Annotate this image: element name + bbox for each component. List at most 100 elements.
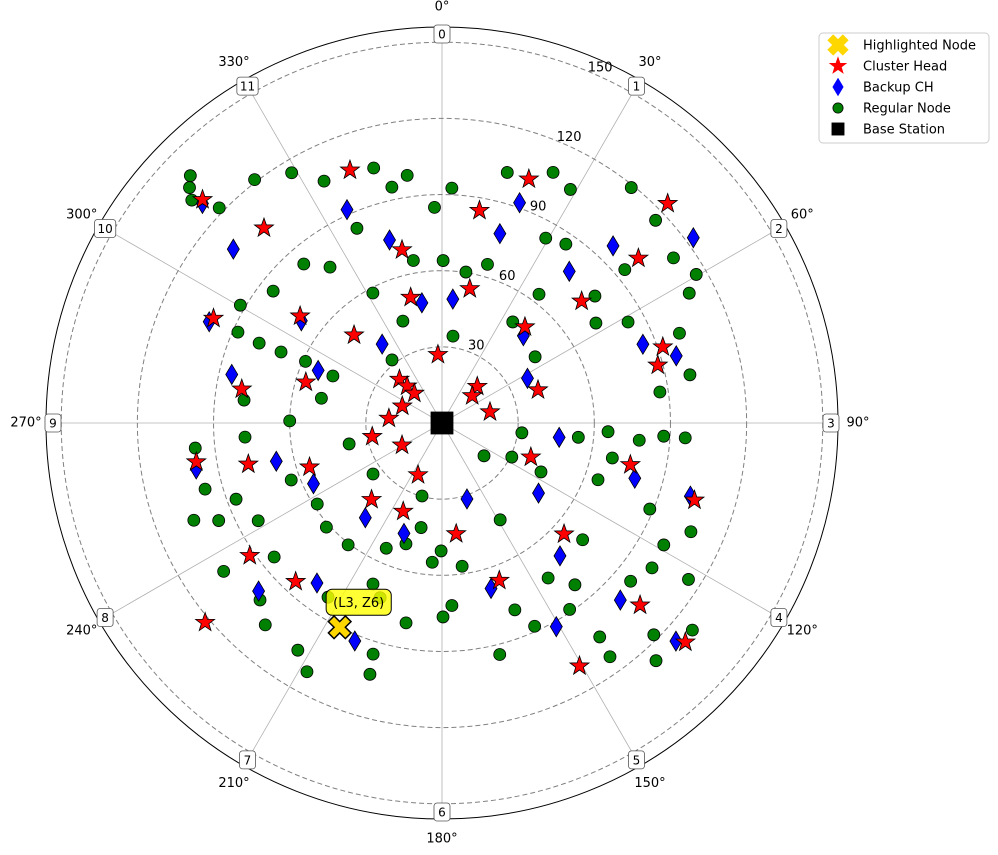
regular-node [515,426,529,440]
legend-marker [831,122,845,136]
regular-node [589,316,603,330]
regular-node [477,449,491,463]
regular-node [415,489,429,503]
regular-node [546,165,560,179]
backup-ch [460,488,474,510]
sector-label: 2 [775,222,783,236]
cluster-head [553,522,575,544]
cluster-head [468,199,491,220]
legend-label: Regular Node [863,102,951,117]
regular-node [534,465,548,479]
backup-ch [669,345,683,367]
cluster-head [527,378,549,400]
regular-node [591,473,605,487]
regular-node [539,231,553,245]
marks [183,158,706,681]
regular-node [459,265,473,279]
sector-label: 6 [438,806,446,820]
regular-node [632,433,646,447]
regular-node [237,393,251,407]
sector-label-box [628,750,645,770]
regular-node [678,431,692,445]
regular-node [593,630,607,644]
regular-node [314,391,328,405]
sector-label: 1 [633,80,641,94]
regular-node [588,289,602,303]
regular-node [248,173,261,187]
theta-tick-label: 180° [426,832,457,847]
regular-node [188,441,202,455]
regular-node [682,573,695,586]
r-tick-label: 90 [530,199,547,214]
spoke [441,422,786,622]
cluster-head [298,455,321,477]
cluster-head [647,353,669,375]
regular-node [571,430,585,444]
theta-tick-label: 120° [787,624,818,639]
sector-label-box [96,608,114,627]
regular-node [366,467,380,481]
cluster-head [445,522,467,543]
regular-node [445,599,459,612]
regular-node [446,329,460,343]
regular-node [621,315,635,329]
cluster-head [656,192,679,213]
backup-ch [613,589,627,611]
legend-marker [827,34,849,56]
r-tick-label: 150 [588,60,613,75]
legend: Highlighted Node Cluster Head Backup CH Reg… [818,32,990,144]
legend-marker [832,102,844,114]
regular-node [434,544,448,558]
regular-node [683,368,697,382]
regular-node [283,414,297,428]
sector-label: 9 [49,417,57,431]
r-tick-label: 120 [557,130,582,145]
regular-node [198,482,212,496]
regular-node [563,603,577,616]
cluster-head [427,343,449,364]
cluster-head [391,238,413,259]
sector-label: 5 [633,753,641,767]
regular-node [505,450,519,464]
backup-ch [636,333,650,356]
cluster-head [391,394,413,416]
regular-node [643,502,657,516]
regular-node [231,325,245,339]
regular-node [436,610,450,624]
regular-node [396,314,410,328]
backup-ch [521,367,534,390]
sector-label: 10 [97,222,112,236]
theta-tick-label: 0° [435,0,450,15]
regular-node [601,425,615,439]
backup-ch [446,288,460,310]
cluster-head [392,500,414,521]
backup-ch [532,482,545,504]
regular-node [342,437,356,451]
backup-ch [686,226,700,249]
theta-tick-label: 300° [66,208,97,223]
regular-node [297,257,311,271]
spoke [98,422,443,622]
theta-tick-label: 270° [10,416,41,431]
spoke [441,224,786,424]
cluster-head [239,544,261,565]
regular-node [212,201,226,215]
regular-node [406,254,420,267]
cluster-head [339,158,361,180]
regular-node [559,237,573,251]
regular-node [541,571,555,585]
regular-node [341,538,355,552]
backup-ch [225,363,239,386]
regular-node [233,298,247,312]
regular-node [291,643,305,657]
regular-node [425,555,439,569]
cluster-head [407,463,429,484]
spoke [441,422,641,767]
cluster-head [683,488,706,510]
spoke [98,224,443,424]
backup-ch [269,450,283,473]
regular-node [645,561,659,575]
regular-node [618,263,632,277]
regular-node [366,577,380,591]
cluster-head [479,400,501,421]
